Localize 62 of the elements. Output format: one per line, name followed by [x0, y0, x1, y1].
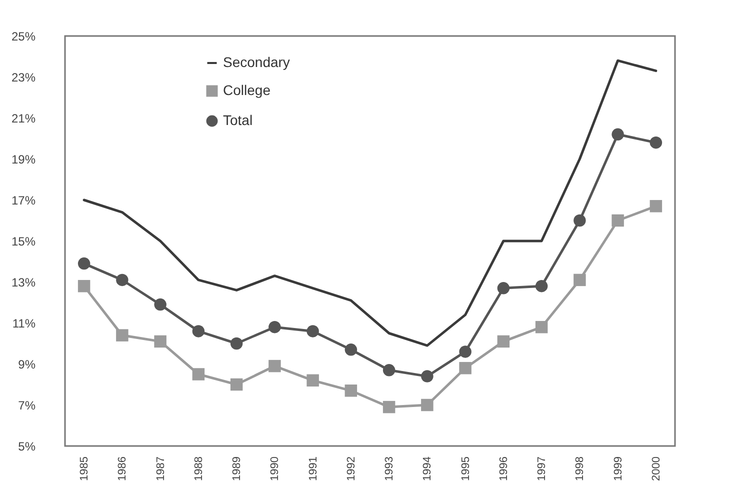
x-tick-label: 2000 [650, 456, 662, 481]
point [535, 320, 548, 334]
x-tick-label: 1990 [269, 456, 282, 481]
point [382, 364, 396, 376]
x-tick-label: 1995 [460, 456, 472, 481]
x-tick-label: 1992 [345, 456, 358, 481]
point [78, 280, 90, 292]
point [650, 136, 662, 149]
y-tick-label: 15% [11, 234, 36, 248]
x-tick-label: 1991 [307, 456, 320, 481]
point [421, 370, 434, 382]
x-tick-label: 1994 [422, 456, 434, 481]
x-tick-label: 1988 [192, 456, 205, 481]
x-tick-label: 1999 [612, 456, 624, 481]
point [574, 214, 586, 227]
point [78, 257, 90, 270]
y-tick-label: 17% [11, 194, 36, 208]
x-tick-label: 1996 [498, 456, 510, 481]
point [612, 214, 624, 227]
point [116, 329, 128, 342]
point [230, 378, 243, 391]
point [306, 325, 319, 338]
point [344, 344, 358, 356]
x-tick-label: 1993 [384, 456, 396, 481]
legend-label: College [223, 82, 271, 98]
x-tick-label: 1986 [116, 456, 129, 481]
point [650, 200, 662, 212]
x-tick-label: 1987 [154, 456, 167, 481]
point [459, 362, 472, 374]
point [268, 320, 281, 334]
x-tick-label: 1989 [231, 456, 244, 481]
y-tick-label: 25% [11, 30, 36, 44]
point [192, 325, 205, 338]
point [612, 128, 624, 141]
x-tick-label: 1998 [574, 456, 586, 481]
point [192, 368, 205, 380]
x-tick-label: 1985 [78, 456, 91, 481]
y-tick-label: 5% [18, 440, 36, 454]
y-tick-label: 13% [11, 276, 36, 290]
point [459, 346, 472, 358]
point [154, 298, 166, 311]
point [574, 274, 586, 286]
y-tick-label: 23% [11, 70, 36, 84]
point [230, 337, 243, 350]
point [382, 400, 396, 414]
point [497, 282, 510, 294]
point [154, 335, 166, 348]
y-tick-label: 21% [11, 112, 36, 126]
legend-label: Total [223, 112, 253, 128]
y-tick-label: 7% [18, 398, 36, 412]
y-tick-label: 19% [11, 152, 36, 166]
point [116, 274, 128, 286]
point [344, 384, 358, 397]
point [306, 374, 319, 387]
x-tick-label: 1997 [536, 456, 548, 481]
point [421, 398, 434, 412]
point [535, 280, 548, 292]
point [268, 360, 281, 372]
legend-label: Secondary [223, 54, 290, 70]
point [497, 335, 510, 348]
y-tick-label: 11% [12, 316, 36, 330]
y-tick-label: 9% [18, 358, 36, 372]
